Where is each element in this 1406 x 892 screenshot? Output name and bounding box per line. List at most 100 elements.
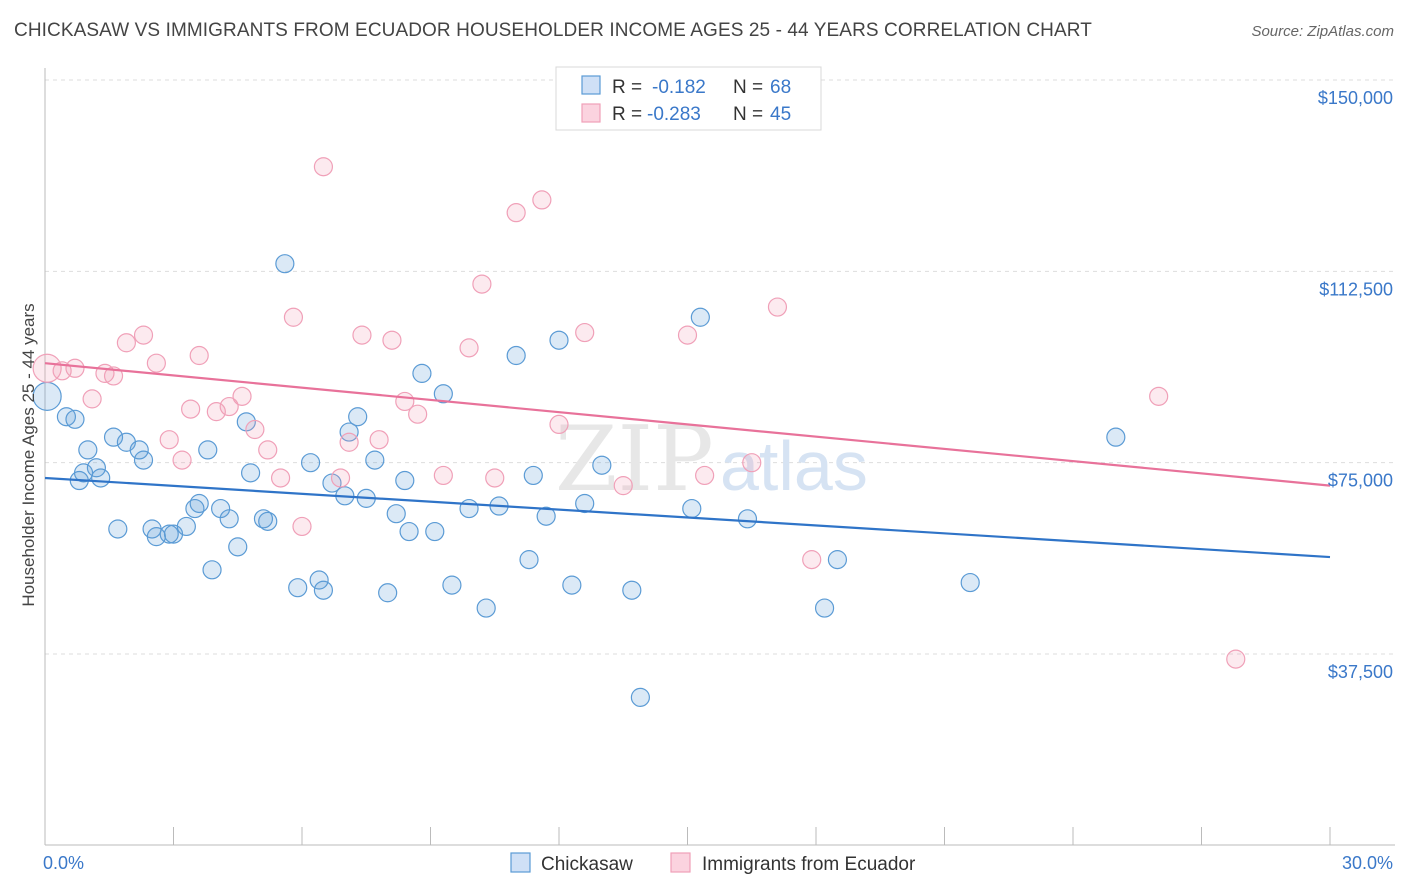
chickasaw-trend-line [44, 476, 1331, 559]
legend-r-label-1: R = [612, 77, 642, 98]
ecuador-point [292, 516, 312, 537]
chickasaw-point [176, 516, 196, 537]
ecuador-point [103, 366, 124, 386]
trend-lines [44, 362, 1331, 559]
chickasaw-point [108, 519, 128, 539]
ecuador-point [677, 325, 698, 345]
chickasaw-point [78, 440, 98, 460]
ecuador-point [506, 203, 526, 223]
ecuador-point [433, 465, 453, 486]
y-tick-label: $37,500 [1328, 662, 1393, 682]
chickasaw-point [682, 498, 702, 519]
ecuador-trend-line [44, 362, 1331, 487]
chickasaw-point [630, 687, 650, 707]
chickasaw-point [228, 537, 248, 557]
bottom-legend-chickasaw: Chickasaw [541, 854, 633, 875]
chickasaw-point [258, 511, 278, 531]
legend-swatch-ecuador [581, 103, 601, 123]
legend-n-value-1: 68 [770, 77, 791, 98]
ecuador-point [613, 476, 633, 496]
legend-r-value-2: -0.283 [647, 104, 701, 125]
chickasaw-point [442, 575, 462, 595]
chickasaw-point [575, 493, 595, 514]
ecuador-point [1226, 649, 1246, 669]
chickasaw-point [425, 521, 445, 542]
chickasaw-point [737, 509, 758, 529]
y-tick-label: $150,000 [1318, 88, 1393, 108]
chickasaw-point [827, 550, 848, 570]
axes [44, 68, 1395, 846]
bottom-legend: Chickasaw Immigrants from Ecuador [510, 852, 916, 875]
chickasaw-point [399, 521, 419, 542]
chickasaw-point [519, 550, 539, 570]
ecuador-point [459, 338, 479, 358]
chickasaw-point [159, 524, 179, 544]
ecuador-point [146, 353, 166, 373]
ecuador-point [65, 358, 85, 378]
ecuador-point [532, 190, 552, 210]
ecuador-point [232, 386, 252, 406]
chickasaw-point [536, 506, 556, 526]
source-label: Source: ZipAtlas.com [1251, 23, 1394, 40]
chickasaw-point [348, 407, 368, 427]
ecuador-point [1149, 386, 1169, 406]
chickasaw-point [622, 580, 642, 600]
ecuador-point [382, 330, 402, 350]
chickasaw-point [386, 504, 406, 524]
legend-r-value-1: -0.182 [652, 77, 706, 98]
bottom-legend-swatch-ecuador [670, 852, 691, 873]
y-tick-label: $75,000 [1328, 471, 1393, 491]
legend-r-label-2: R = [612, 104, 642, 125]
chart-title: CHICKASAW VS IMMIGRANTS FROM ECUADOR HOU… [14, 20, 1092, 41]
bottom-legend-swatch-chickasaw [510, 852, 531, 873]
chickasaw-point [339, 422, 359, 442]
ecuador-point [283, 307, 304, 327]
legend-n-value-2: 45 [770, 104, 791, 125]
ecuador-point [133, 325, 154, 345]
legend-n-label-2: N = [733, 104, 763, 125]
ecuador-point [219, 396, 239, 417]
legend-box: R = -0.182 N = 68 R = -0.283 N = 45 [555, 66, 822, 131]
chickasaw-point [189, 493, 209, 514]
chickasaw-point [86, 458, 107, 478]
ecuador-point [369, 430, 389, 450]
chickasaw-point [313, 580, 334, 600]
ecuador-point [330, 468, 351, 488]
chickasaw-point [549, 330, 569, 350]
chickasaw-point [506, 345, 526, 366]
ecuador-point [339, 432, 359, 452]
chickasaw-point [960, 572, 980, 593]
ecuador-point [82, 389, 102, 409]
chickasaw-point [103, 427, 124, 447]
y-tick-label: $112,500 [1319, 279, 1393, 299]
chickasaw-point [219, 509, 239, 529]
ecuador-point [549, 414, 569, 434]
chickasaw-point [73, 463, 94, 483]
chickasaw-point [378, 583, 398, 603]
ecuador-point [181, 399, 201, 419]
ecuador-point [352, 325, 372, 345]
bottom-legend-ecuador: Immigrants from Ecuador [702, 854, 916, 875]
ecuador-point [313, 157, 334, 177]
chickasaw-point [814, 598, 835, 618]
chickasaw-point [562, 575, 582, 595]
chickasaw-point [300, 453, 321, 473]
chickasaw-point [241, 463, 261, 483]
chickasaw-point [592, 455, 612, 475]
chickasaw-point [129, 440, 149, 460]
y-axis-label: Householder Income Ages 25 - 44 years [19, 303, 38, 606]
ecuador-point [116, 333, 136, 353]
grid-lines [45, 79, 1395, 655]
legend-swatch-chickasaw [581, 75, 601, 95]
x-tick-min: 0.0% [43, 853, 84, 873]
ecuador-point [742, 453, 762, 473]
ecuador-point [408, 404, 428, 424]
ecuador-point [172, 450, 192, 470]
chickasaw-point [288, 578, 308, 598]
ecuador-point [189, 345, 209, 366]
ecuador-point [159, 430, 179, 450]
chickasaw-point [433, 384, 453, 404]
chickasaw-point [412, 363, 432, 383]
ecuador-point [206, 402, 226, 422]
